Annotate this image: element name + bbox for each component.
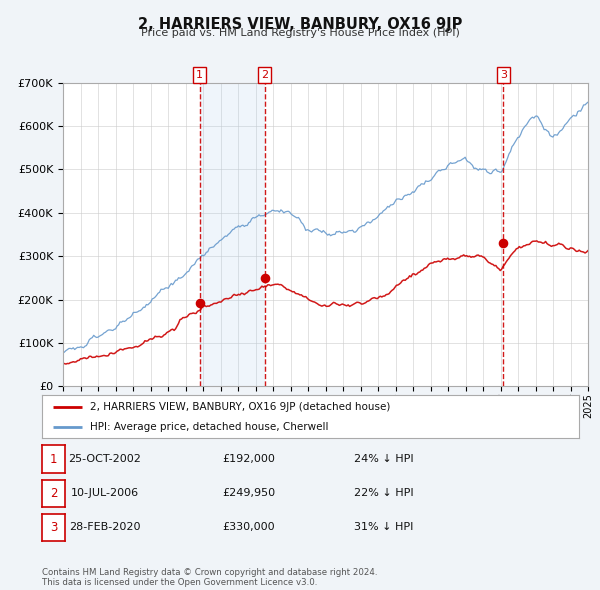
Bar: [200, 83, 265, 386]
Text: £330,000: £330,000: [223, 523, 275, 532]
Text: Price paid vs. HM Land Registry's House Price Index (HPI): Price paid vs. HM Land Registry's House …: [140, 28, 460, 38]
Text: 28-FEB-2020: 28-FEB-2020: [69, 523, 141, 532]
Text: 3: 3: [50, 521, 57, 534]
Text: 1: 1: [50, 453, 57, 466]
Text: 2: 2: [261, 70, 268, 80]
Point: [260, 273, 269, 283]
Text: 22% ↓ HPI: 22% ↓ HPI: [354, 489, 414, 498]
Text: HPI: Average price, detached house, Cherwell: HPI: Average price, detached house, Cher…: [91, 422, 329, 432]
Text: 3: 3: [500, 70, 507, 80]
Text: £192,000: £192,000: [223, 454, 275, 464]
Text: £249,950: £249,950: [223, 489, 275, 498]
Text: Contains HM Land Registry data © Crown copyright and database right 2024.
This d: Contains HM Land Registry data © Crown c…: [42, 568, 377, 587]
Point: [195, 299, 205, 308]
Text: 2, HARRIERS VIEW, BANBURY, OX16 9JP: 2, HARRIERS VIEW, BANBURY, OX16 9JP: [138, 17, 462, 31]
Point: [499, 238, 508, 248]
Text: 31% ↓ HPI: 31% ↓ HPI: [355, 523, 413, 532]
Text: 25-OCT-2002: 25-OCT-2002: [68, 454, 142, 464]
Text: 1: 1: [196, 70, 203, 80]
Text: 2: 2: [50, 487, 57, 500]
Text: 10-JUL-2006: 10-JUL-2006: [71, 489, 139, 498]
Text: 24% ↓ HPI: 24% ↓ HPI: [354, 454, 414, 464]
Text: 2, HARRIERS VIEW, BANBURY, OX16 9JP (detached house): 2, HARRIERS VIEW, BANBURY, OX16 9JP (det…: [91, 402, 391, 412]
